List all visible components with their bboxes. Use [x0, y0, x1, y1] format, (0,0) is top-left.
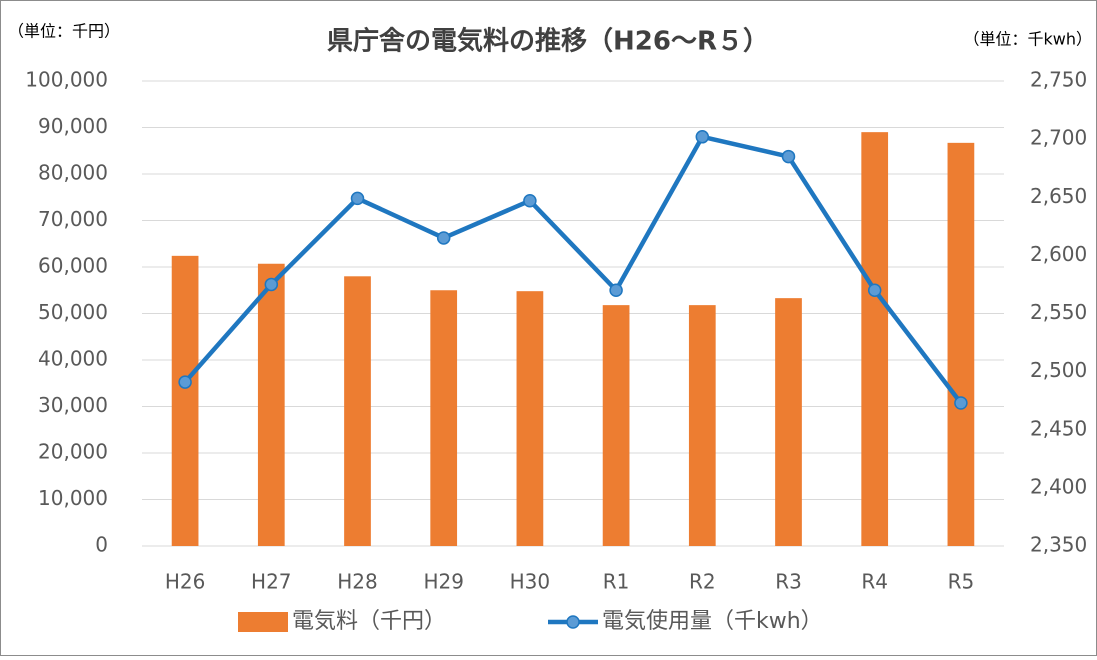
y-tick-label: 60,000	[38, 254, 108, 278]
x-tick-label: R1	[603, 570, 630, 594]
chart-title: 県庁舎の電気料の推移（H26～R５）	[327, 26, 769, 57]
y-tick-label: 90,000	[38, 114, 108, 138]
x-tick-label: H28	[337, 570, 378, 594]
legend-marker	[566, 615, 580, 629]
x-tick-label: R4	[861, 570, 888, 594]
x-tick-label: H29	[423, 570, 464, 594]
x-tick-label: R5	[948, 570, 975, 594]
y2-tick-label: 2,700	[1030, 126, 1087, 150]
y2-tick-label: 2,550	[1030, 300, 1087, 324]
bar	[516, 291, 544, 546]
line-marker	[954, 396, 968, 410]
legend-label: 電気使用量（千kwh）	[602, 609, 823, 634]
line	[183, 134, 963, 405]
legend-label: 電気料（千円）	[292, 609, 446, 634]
y-tick-label: 0	[95, 533, 108, 557]
y2-tick-label: 2,650	[1030, 184, 1087, 208]
y-unit: （単位：千円）	[8, 22, 120, 41]
y-tick-label: 30,000	[38, 393, 108, 417]
bar	[257, 263, 285, 546]
y-tick-label: 50,000	[38, 300, 108, 324]
bar	[602, 305, 630, 546]
y-tick-label: 40,000	[38, 347, 108, 371]
y2-tick-label: 2,400	[1030, 474, 1087, 498]
y2-tick-label: 2,500	[1030, 358, 1087, 382]
y2-tick-label: 2,750	[1030, 68, 1087, 92]
y2-tick-label: 2,350	[1030, 533, 1087, 557]
legend-swatch	[238, 612, 288, 632]
line-marker	[436, 231, 451, 245]
y-tick-label: 70,000	[38, 207, 108, 231]
line-marker	[781, 149, 796, 164]
x-tick-label: R2	[689, 570, 716, 594]
line-marker	[264, 277, 279, 292]
bar	[171, 255, 199, 546]
line-marker	[523, 193, 537, 208]
bar	[344, 276, 371, 546]
line-marker	[609, 283, 623, 297]
y-tick-label: 100,000	[25, 68, 108, 92]
y-tick-label: 80,000	[38, 161, 108, 185]
x-tick-label: R3	[775, 570, 802, 594]
bar	[947, 142, 975, 546]
bar	[775, 298, 802, 546]
y2-tick-label: 2,450	[1030, 416, 1087, 440]
x-tick-label: H26	[165, 570, 206, 594]
x-tick-label: H30	[510, 570, 551, 594]
y2-unit: （単位：千kwh）	[964, 30, 1093, 49]
line-marker	[350, 191, 365, 206]
y-tick-label: 10,000	[38, 486, 108, 510]
line-marker	[178, 375, 192, 389]
y-tick-label: 20,000	[38, 440, 108, 464]
y2-tick-label: 2,600	[1030, 242, 1087, 266]
bar	[688, 305, 716, 546]
line-marker	[867, 283, 882, 297]
line-marker	[695, 130, 710, 144]
bar	[861, 132, 889, 546]
bar	[430, 290, 458, 546]
x-tick-label: H27	[251, 570, 292, 594]
